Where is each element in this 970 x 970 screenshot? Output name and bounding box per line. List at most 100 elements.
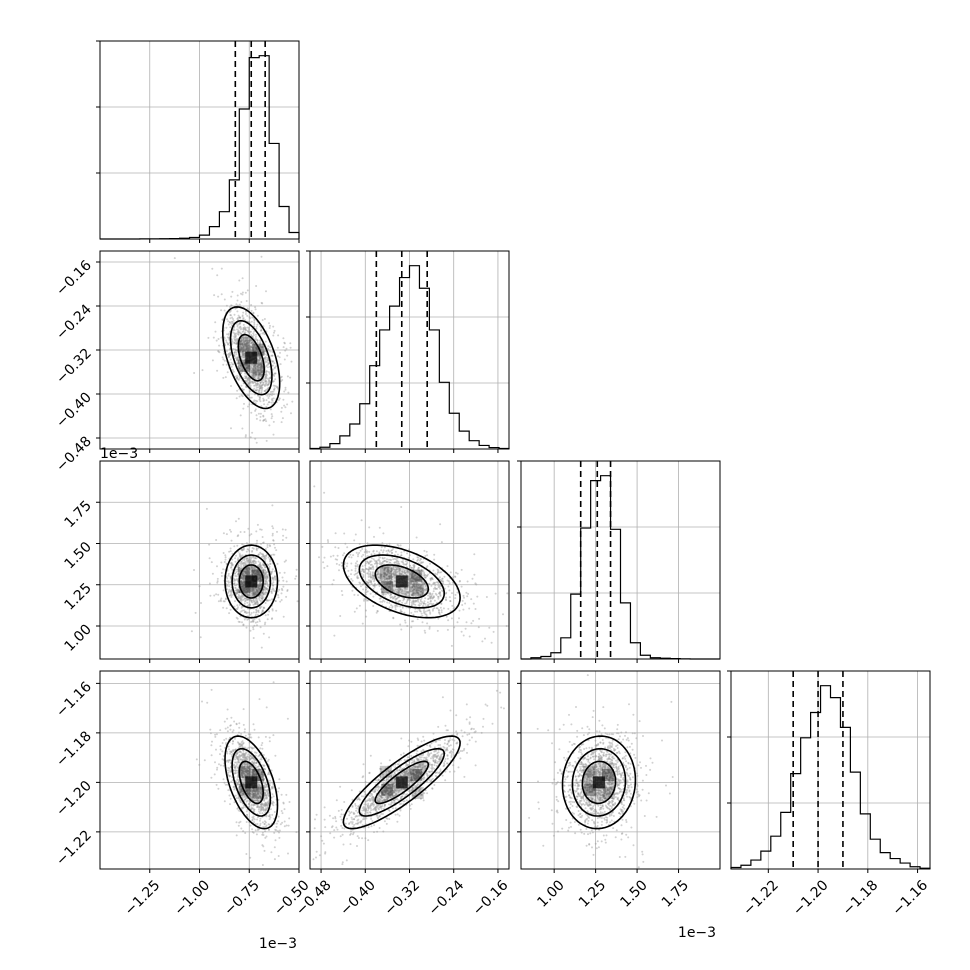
scatter-point <box>438 613 441 616</box>
scatter-point <box>226 371 229 374</box>
scatter-point <box>261 380 263 383</box>
scatter-point <box>256 799 259 802</box>
scatter-point <box>256 571 259 574</box>
scatter-point <box>223 600 226 603</box>
scatter-point <box>371 566 374 569</box>
scatter-point <box>359 582 362 585</box>
scatter-point <box>227 771 230 774</box>
scatter-point <box>268 565 271 568</box>
scatter-point <box>257 376 260 379</box>
scatter-point <box>268 828 270 831</box>
scatter-point <box>257 390 260 393</box>
scatter-point <box>259 574 262 577</box>
scatter-point <box>411 602 414 605</box>
scatter-point <box>267 362 270 364</box>
scatter-point <box>251 369 254 371</box>
scatter-point <box>254 560 257 563</box>
scatter-point <box>264 830 267 833</box>
scatter-point <box>253 321 256 324</box>
scatter-point <box>422 605 425 608</box>
scatter-point <box>406 599 409 602</box>
scatter-panel-0-3 <box>100 671 299 869</box>
scatter-point <box>445 599 448 602</box>
scatter-point <box>228 311 231 314</box>
scatter-point <box>345 565 348 568</box>
scatter-point <box>250 589 253 592</box>
scatter-point <box>259 368 262 371</box>
scatter-point <box>242 407 245 410</box>
scatter-point <box>251 565 254 568</box>
scatter-point <box>254 572 257 575</box>
scatter-point <box>234 794 237 797</box>
scatter-point <box>236 583 238 586</box>
scatter-point <box>242 679 244 681</box>
scatter-point <box>355 551 358 554</box>
scatter-point <box>423 629 426 632</box>
scatter-point <box>264 621 267 624</box>
scatter-point <box>268 424 271 427</box>
scatter-point <box>225 607 228 610</box>
scatter-point <box>246 341 249 344</box>
scatter-point <box>244 591 247 593</box>
scatter-point <box>251 587 254 590</box>
scatter-point <box>289 376 292 379</box>
scatter-point <box>259 579 261 582</box>
scatter-point <box>219 600 222 603</box>
scatter-point <box>259 374 262 377</box>
scatter-point <box>241 766 244 769</box>
scatter-point <box>416 585 418 588</box>
scatter-point <box>392 617 395 620</box>
scatter-point <box>413 581 416 584</box>
scatter-point <box>409 588 412 591</box>
scatter-point <box>266 403 269 406</box>
scatter-point <box>245 550 248 553</box>
scatter-point <box>259 563 261 566</box>
scatter-point <box>239 590 241 593</box>
scatter-point <box>261 806 264 808</box>
scatter-point <box>272 334 275 337</box>
scatter-point <box>387 585 390 588</box>
scatter-point <box>263 419 266 422</box>
scatter-point <box>372 587 375 590</box>
scatter-point <box>446 579 449 582</box>
scatter-point <box>254 790 257 793</box>
scatter-point <box>260 255 263 258</box>
scatter-point <box>399 568 402 570</box>
scatter-point <box>238 572 240 575</box>
scatter-point <box>276 346 279 349</box>
scatter-point <box>241 343 244 346</box>
scatter-point <box>251 620 254 623</box>
scatter-point <box>290 412 292 415</box>
scatter-point <box>256 621 259 623</box>
scatter-point <box>428 582 431 585</box>
scatter-point <box>382 579 385 582</box>
scatter-point <box>238 316 241 319</box>
scatter-point <box>229 752 232 755</box>
scatter-point <box>265 374 268 377</box>
scatter-point <box>258 618 261 621</box>
scatter-point <box>249 795 252 798</box>
scatter-point <box>390 574 393 577</box>
scatter-point <box>236 304 239 307</box>
scatter-point <box>374 562 377 564</box>
scatter-point <box>389 576 391 579</box>
scatter-point <box>245 590 248 593</box>
scatter-point <box>244 336 247 339</box>
scatter-point <box>241 291 244 294</box>
scatter-point <box>389 580 392 583</box>
scatter-point <box>388 582 391 585</box>
scatter-point <box>245 345 248 347</box>
scatter-point <box>246 337 249 340</box>
scatter-point <box>419 585 422 588</box>
scatter-point <box>253 319 256 322</box>
scatter-point <box>393 557 396 560</box>
scatter-point <box>440 602 443 605</box>
scatter-point <box>361 568 364 571</box>
scatter-point <box>252 368 255 371</box>
scatter-point <box>259 386 262 389</box>
scatter-point <box>382 593 385 596</box>
scatter-point <box>229 351 232 354</box>
scatter-point <box>250 366 253 369</box>
scatter-point <box>240 338 243 341</box>
scatter-point <box>249 345 251 348</box>
